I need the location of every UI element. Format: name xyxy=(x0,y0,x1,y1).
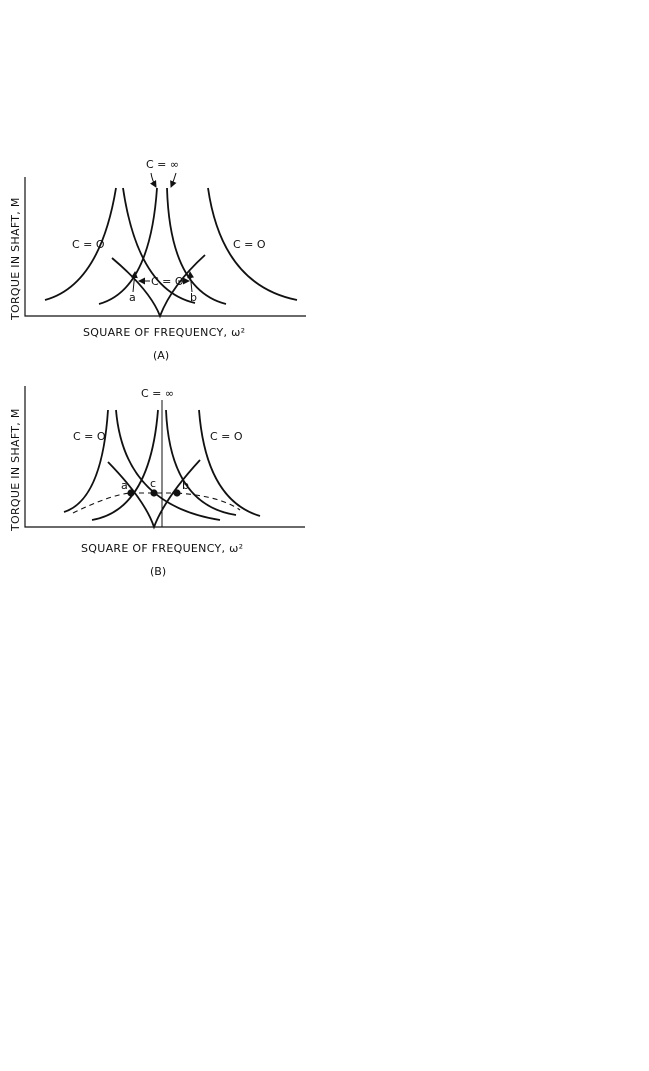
panel-a-arrow-b xyxy=(187,271,195,293)
panel-b-curve-c-inf-right xyxy=(165,409,237,516)
panel-b-label-c-infinity: C = ∞ xyxy=(141,387,174,400)
panel-b-label-c: c xyxy=(150,477,156,490)
panel-b-point-b xyxy=(173,489,181,497)
panel-a-arrow-c-inf-right xyxy=(170,172,177,188)
panel-b-curve-c0-center xyxy=(107,459,201,530)
panel-b: TORQUE IN SHAFT, M C = ∞ C = O C = O a c… xyxy=(9,386,305,578)
panel-a-curve-c-inf-right xyxy=(166,187,227,305)
panel-a: TORQUE IN SHAFT, M C = ∞ C = O C = O C =… xyxy=(9,158,306,362)
panel-a-caption: (A) xyxy=(153,349,169,362)
panel-b-dashed-right xyxy=(176,492,241,511)
panel-a-curve-c-inf-left xyxy=(98,187,158,305)
panel-b-x-axis-label: SQUARE OF FREQUENCY, ω² xyxy=(81,542,243,555)
panel-a-label-c0-left: C = O xyxy=(72,238,105,251)
panel-a-axes xyxy=(24,177,306,317)
panel-b-label-c0-left: C = O xyxy=(73,430,106,443)
panel-a-label-b: b xyxy=(190,291,197,304)
panel-b-point-a xyxy=(127,489,135,497)
panel-b-dashed-left xyxy=(72,492,131,514)
panel-a-arrow-a xyxy=(130,271,138,293)
panel-a-arrow-c-inf-left xyxy=(149,172,157,188)
panel-b-curve-c0-right-outer xyxy=(198,409,261,517)
panel-a-label-c0-center: C = O xyxy=(151,275,184,288)
panel-b-label-a: a xyxy=(121,479,128,492)
panel-a-curve-c0-left-outer xyxy=(44,187,117,301)
panel-b-label-b: b xyxy=(182,479,189,492)
panel-b-label-c0-right: C = O xyxy=(210,430,243,443)
panel-b-point-c xyxy=(150,489,158,497)
panel-a-label-a: a xyxy=(129,291,136,304)
panel-b-caption: (B) xyxy=(150,565,166,578)
panel-a-curve-c0-right-outer xyxy=(207,187,298,301)
panel-a-x-axis-label: SQUARE OF FREQUENCY, ω² xyxy=(83,326,245,339)
panel-a-label-c-infinity: C = ∞ xyxy=(146,158,179,171)
panel-b-curve-c0-left-inner xyxy=(115,409,221,521)
panel-a-label-c0-right: C = O xyxy=(233,238,266,251)
panel-b-curve-c-inf-left xyxy=(91,409,159,521)
panel-a-y-axis-label: TORQUE IN SHAFT, M xyxy=(9,197,22,321)
panel-b-axes xyxy=(24,386,305,528)
panel-b-y-axis-label: TORQUE IN SHAFT, M xyxy=(9,408,22,532)
panel-b-curve-c0-left-outer xyxy=(63,409,109,513)
panel-a-curve-c0-left-inner xyxy=(122,187,196,304)
